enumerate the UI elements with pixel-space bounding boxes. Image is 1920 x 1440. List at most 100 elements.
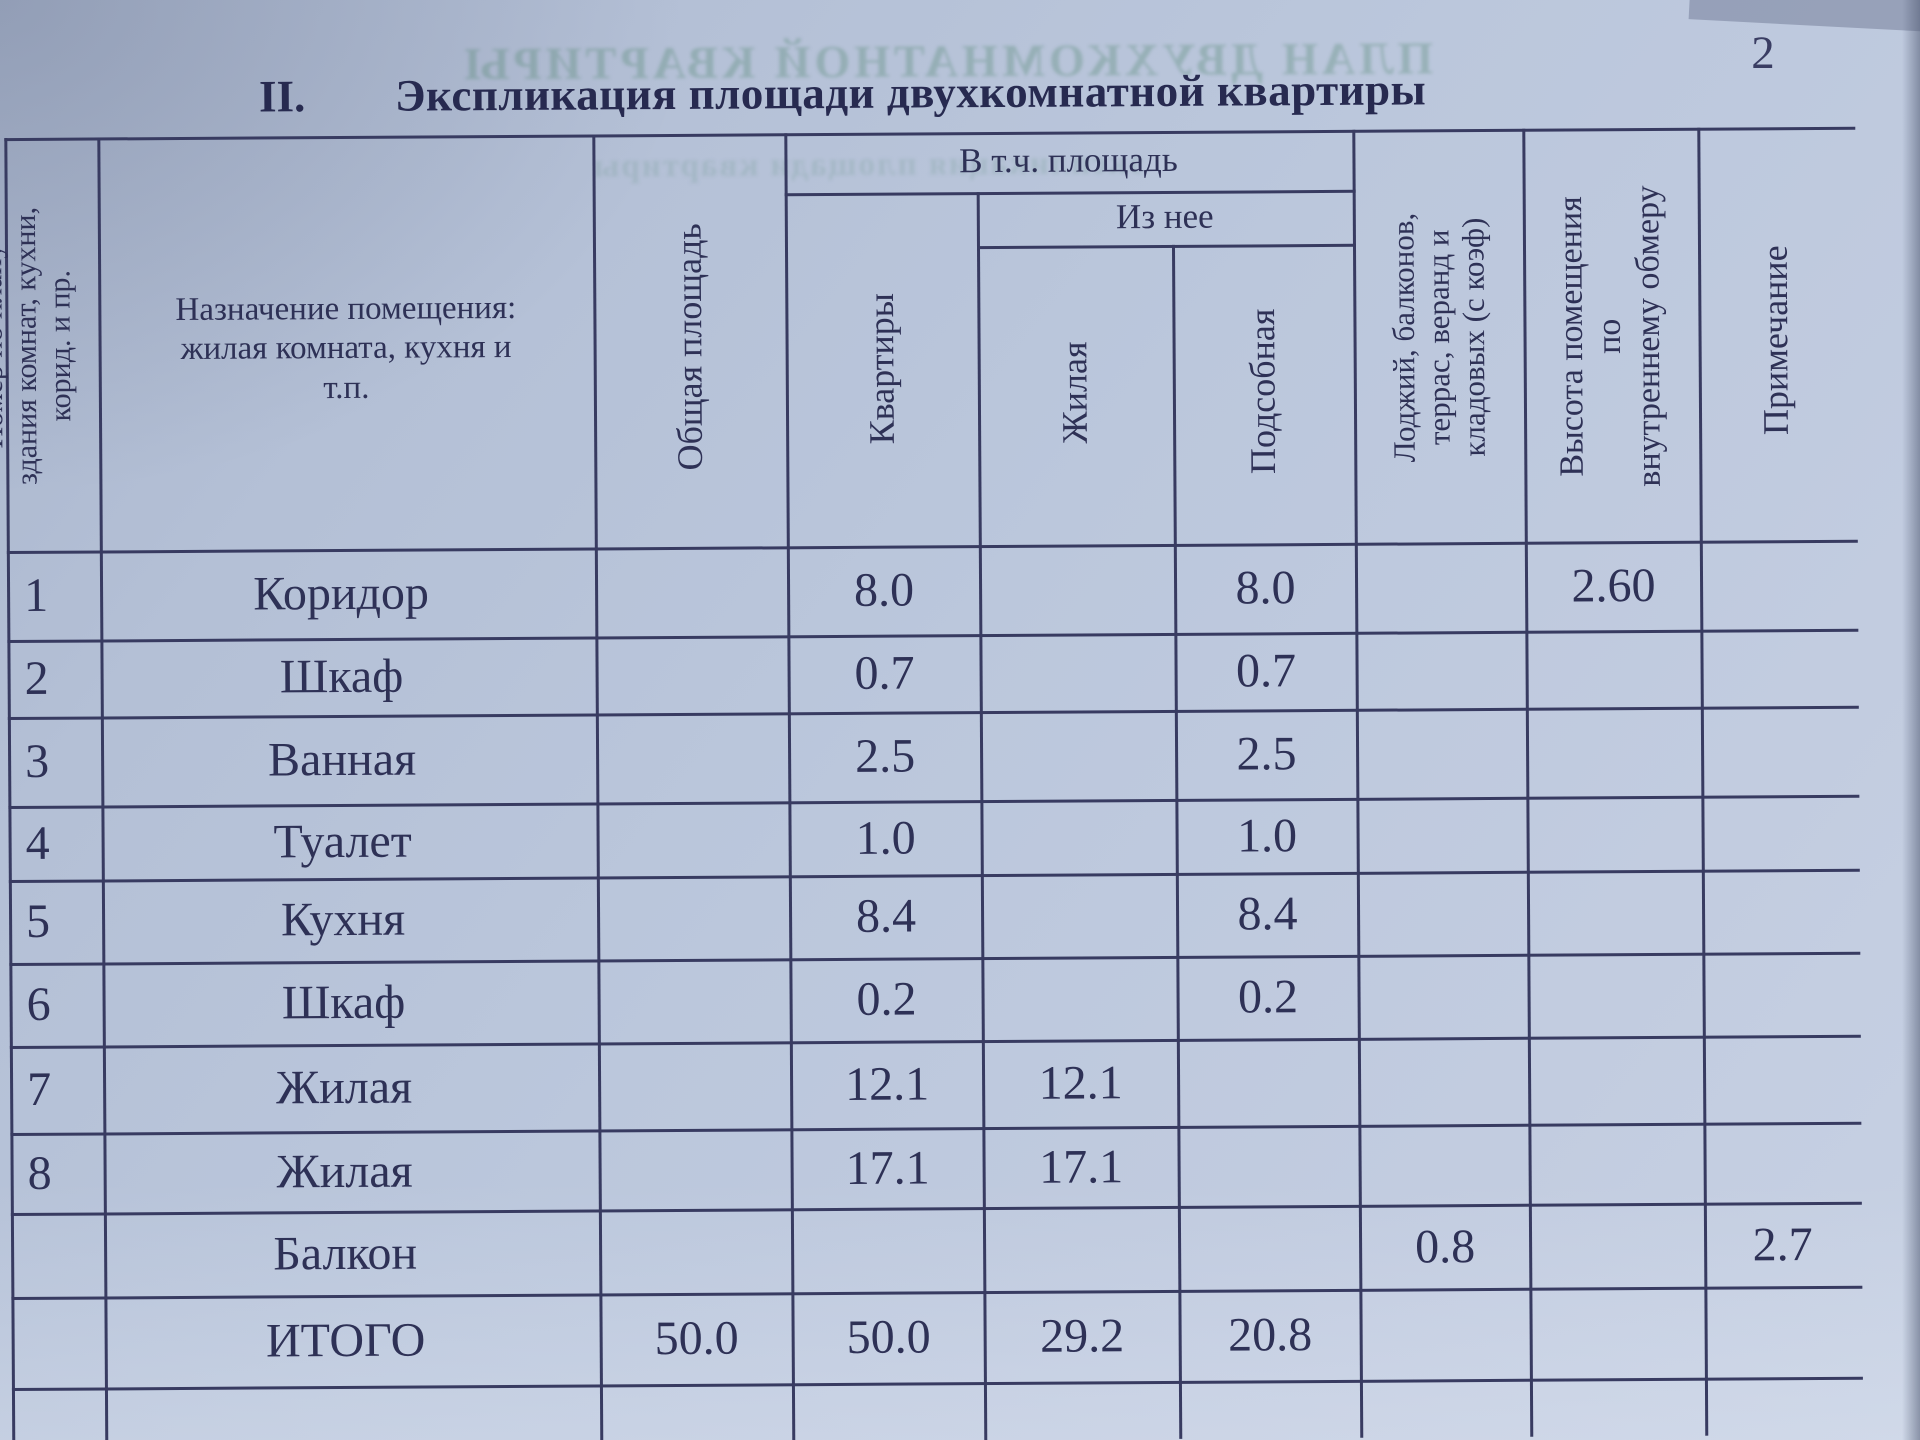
cell-note bbox=[1704, 869, 1858, 953]
cell-loggia-area bbox=[1359, 871, 1528, 955]
cell-loggia-area bbox=[1360, 1037, 1529, 1125]
cell-living-area bbox=[985, 1206, 1179, 1291]
table-row-empty bbox=[5, 1376, 1920, 1440]
table-row: 3 Ванная 2.5 2.5 bbox=[1, 705, 1920, 806]
cell-num: 3 bbox=[24, 734, 50, 788]
cell-auxiliary-area: 20.8 bbox=[1227, 1308, 1313, 1362]
cell-total-area bbox=[597, 635, 787, 713]
cell-total-area bbox=[597, 546, 788, 636]
column-header-total-area: Общая площадь bbox=[668, 223, 711, 471]
column-header-auxiliary: Подсобная bbox=[1242, 308, 1284, 475]
cell-height bbox=[1528, 796, 1701, 871]
cell-apartment-area: 17.1 bbox=[845, 1140, 930, 1195]
cell-num: 1 bbox=[23, 568, 49, 622]
column-header-loggia: Лоджий, балконов, террас, веранд и кладо… bbox=[1385, 212, 1492, 463]
column-header-apartment: Квартиры bbox=[860, 292, 902, 445]
cell-total-area: 50.0 bbox=[654, 1311, 739, 1366]
cell-note bbox=[1703, 795, 1856, 870]
cell-loggia-area bbox=[1357, 631, 1525, 709]
cell-loggia-area bbox=[1358, 797, 1526, 872]
cell-height bbox=[1531, 1203, 1705, 1288]
cell-living-area bbox=[982, 799, 1175, 874]
column-group-incl-area: В т.ч. площадь bbox=[959, 139, 1178, 181]
cell-apartment-area bbox=[793, 1207, 984, 1292]
table-row: 6 Шкаф 0.2 0.2 bbox=[2, 951, 1920, 1046]
cell-room-name: Шкаф bbox=[281, 975, 406, 1030]
cell-auxiliary-area: 0.7 bbox=[1235, 644, 1297, 698]
cell-room-name: Шкаф bbox=[279, 649, 404, 704]
page-title: Экспликация площади двухкомнатной кварти… bbox=[394, 64, 1427, 121]
cell-auxiliary-area: 1.0 bbox=[1236, 808, 1298, 863]
cell-living-area bbox=[983, 956, 1177, 1040]
cell-height bbox=[1530, 1123, 1703, 1204]
cell-num bbox=[12, 1296, 115, 1388]
cell-room-name: Ванная bbox=[267, 732, 417, 787]
table-row: 5 Кухня 8.4 8.4 bbox=[2, 868, 1920, 963]
cell-note bbox=[1705, 1035, 1859, 1123]
cell-room-name bbox=[107, 1385, 585, 1440]
table-row: 4 Туалет 1.0 1.0 bbox=[1, 794, 1920, 880]
cell-total-area bbox=[602, 1383, 792, 1440]
cell-height: 2.60 bbox=[1571, 558, 1656, 613]
page-number: 2 bbox=[1751, 27, 1775, 79]
cell-auxiliary-area: 0.2 bbox=[1237, 970, 1299, 1024]
table-row: 1 Коридор 8.0 8.0 2.60 bbox=[0, 539, 1920, 640]
cell-loggia-area bbox=[1361, 1288, 1530, 1380]
cell-living-area: 29.2 bbox=[1039, 1309, 1125, 1363]
cell-living-area bbox=[981, 633, 1174, 711]
cell-total-area bbox=[598, 712, 789, 802]
cell-apartment-area: 2.5 bbox=[854, 729, 916, 783]
cell-note bbox=[1707, 1377, 1860, 1436]
table-row: Балкон 0.8 2.7 bbox=[4, 1201, 1920, 1297]
cell-living-area bbox=[986, 1381, 1179, 1440]
cell-total-area bbox=[600, 1128, 790, 1209]
cell-living-area: 12.1 bbox=[1038, 1056, 1123, 1110]
cell-loggia-area bbox=[1359, 954, 1528, 1038]
cell-loggia-area bbox=[1358, 708, 1527, 798]
cell-note bbox=[1702, 629, 1855, 707]
cell-auxiliary-area bbox=[1181, 1380, 1360, 1439]
cell-note bbox=[1706, 1286, 1860, 1378]
cell-room-name: Туалет bbox=[273, 814, 412, 868]
cell-note bbox=[1705, 1122, 1858, 1203]
cell-apartment-area: 0.2 bbox=[856, 972, 917, 1026]
cell-apartment-area: 0.7 bbox=[854, 646, 915, 700]
table-row: 8 Жилая 17.1 17.1 bbox=[3, 1121, 1920, 1213]
cell-height bbox=[1530, 1036, 1704, 1124]
cell-num: 7 bbox=[26, 1062, 52, 1116]
cell-loggia-area bbox=[1360, 1124, 1528, 1205]
cell-height bbox=[1527, 630, 1700, 708]
cell-room-name: Кухня bbox=[280, 892, 406, 947]
cell-apartment-area bbox=[794, 1382, 984, 1440]
column-header-purpose: Назначение помещения: жилая комната, кух… bbox=[175, 289, 517, 406]
cell-note: 2.7 bbox=[1752, 1217, 1813, 1271]
column-group-of-it: Из нее bbox=[1115, 196, 1214, 237]
cell-room-name: Жилая bbox=[275, 1060, 413, 1115]
cell-auxiliary-area: 2.5 bbox=[1236, 727, 1297, 781]
cell-total-area bbox=[599, 875, 790, 959]
cell-num: 4 bbox=[25, 816, 50, 870]
cell-loggia-area: 0.8 bbox=[1414, 1219, 1476, 1273]
cell-num: 8 bbox=[27, 1146, 52, 1200]
column-header-note: Примечание bbox=[1754, 245, 1796, 436]
cell-room-name: Балкон bbox=[273, 1226, 418, 1280]
cell-auxiliary-area bbox=[1180, 1205, 1360, 1290]
cell-num: 2 bbox=[24, 651, 49, 705]
cell-total-area bbox=[600, 1041, 791, 1129]
column-header-room-number: Номер по плану здания комнат, кухни, кор… bbox=[0, 206, 77, 486]
cell-height bbox=[1529, 870, 1703, 954]
column-header-living: Жилая bbox=[1054, 341, 1095, 444]
cell-num: 5 bbox=[25, 894, 51, 948]
cell-num: 6 bbox=[26, 977, 51, 1031]
cell-apartment-area: 1.0 bbox=[855, 811, 916, 865]
cell-total-area bbox=[601, 1208, 792, 1293]
cell-height bbox=[1532, 1378, 1705, 1437]
cell-room-name: Жилая bbox=[276, 1144, 413, 1198]
cell-auxiliary-area: 8.0 bbox=[1235, 561, 1296, 615]
cell-auxiliary-area bbox=[1179, 1038, 1359, 1126]
column-header-height: Высота помещения по внутреннему обмеру bbox=[1552, 185, 1668, 487]
table-row: 7 Жилая 12.1 12.1 bbox=[3, 1034, 1920, 1133]
cell-living-area: 17.1 bbox=[1038, 1139, 1124, 1194]
cell-living-area bbox=[982, 710, 1176, 800]
